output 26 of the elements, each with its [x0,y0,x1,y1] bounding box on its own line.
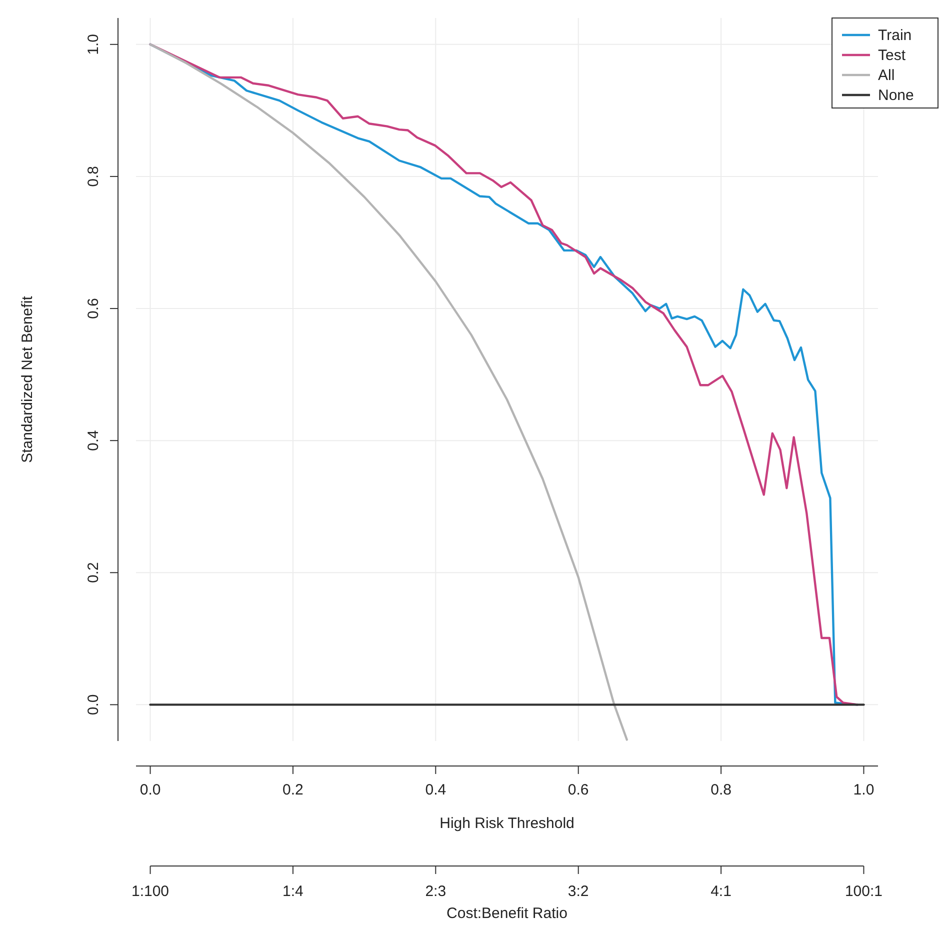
text: 2:3 [425,883,446,900]
x-tick-label: 1.0 [853,782,874,799]
legend-label: Train [878,27,912,44]
y-tick-label: 0.8 [85,166,102,187]
x-tick-label: 0.8 [710,782,732,799]
y-tick-label: 1.0 [85,34,102,55]
line-series [149,43,628,741]
x-axis-title: High Risk Threshold [440,815,574,832]
x-tick-label: 0.6 [568,782,589,799]
text: 4:1 [710,883,732,900]
y-axis-title: Standardized Net Benefit [19,295,36,463]
text: 1:4 [282,883,304,900]
x-tick-label: 0.2 [282,782,304,799]
x-tick-label: 0.4 [425,782,446,799]
legend-label: All [878,67,895,84]
text: 100:1 [844,883,883,900]
legend-label: Test [878,47,906,64]
text: 1:100 [131,883,170,900]
text: 3:2 [568,883,589,900]
y-tick-label: 0.4 [85,430,102,452]
y-tick-label: 0.2 [85,562,102,584]
x-tick-label: 0.0 [140,782,161,799]
y-tick-label: 0.0 [85,694,102,716]
legend-label: None [878,87,914,104]
y-tick-label: 0.6 [85,298,102,319]
text: Cost:Benefit Ratio [446,905,568,922]
